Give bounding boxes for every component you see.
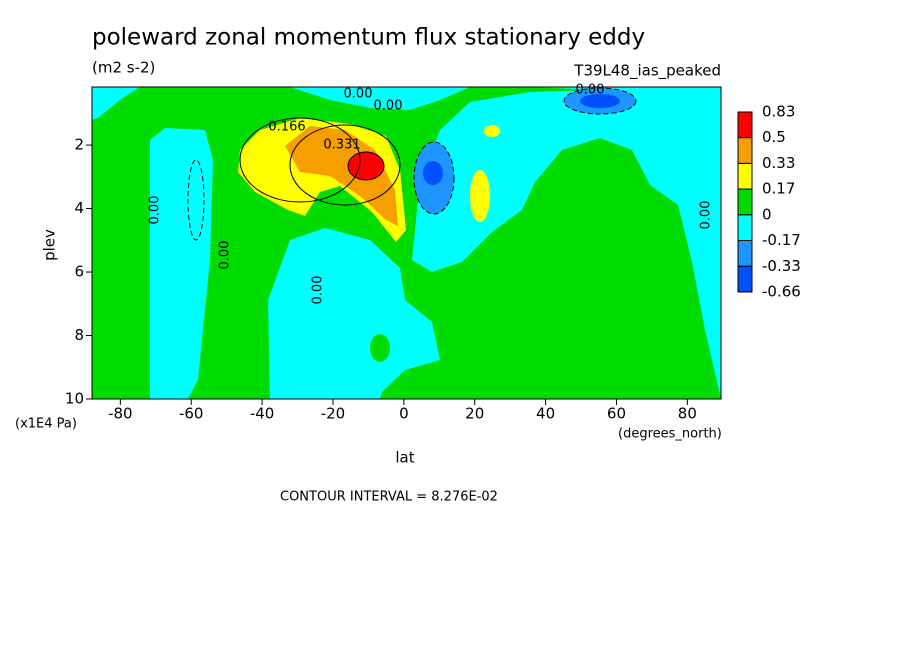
contour-fill [370,334,390,362]
contour-fill [470,170,490,222]
y-units: (x1E4 Pa) [15,417,77,432]
colorbar-label: 0.33 [762,154,795,172]
contour-label: 0.00 [311,276,326,305]
x-tick-label: -40 [250,405,275,423]
contour-fill [290,87,470,110]
x-tick-label: -80 [108,405,133,423]
fills [92,87,721,399]
units: (m2 s-2) [92,59,155,77]
colorbar-box [737,111,753,139]
contour-fill [423,161,443,185]
y-tick-label: 2 [74,136,84,154]
chart-title: poleward zonal momentum flux stationary … [92,25,645,51]
y-tick-label: 8 [74,326,84,344]
contour-fill [92,87,140,120]
y-tick-label: 4 [74,199,84,217]
colorbar-box [737,137,753,164]
x-tick-label: 20 [465,405,484,423]
contour-label: 0.00 [699,201,714,230]
contour-line [413,141,455,215]
contour-label: 0.00 [218,241,233,270]
contour-fill [268,228,440,399]
contour-label: 0.00 [374,99,403,114]
plot-frame [91,86,722,400]
contour-fill [484,125,500,137]
contour-label: 0.331 [323,138,360,153]
x-tick-label: 80 [678,405,697,423]
colorbar-label: -0.33 [762,257,801,275]
x-axis-label: lat [395,449,414,467]
contour-label: 0.00 [576,83,605,98]
colorbar-box [737,214,753,242]
x-tick-label: 40 [536,405,555,423]
x-tick-label: 0 [399,405,409,423]
subtitle: T39L48_ias_peaked [573,62,721,81]
colorbar-label: 0.5 [762,128,786,146]
colorbar-label: 0 [762,205,772,223]
contour-line [239,117,361,203]
x-tick-label: -20 [321,405,346,423]
x-units: (degrees_north) [618,427,722,442]
y-tick-label: 10 [65,390,84,408]
contour-label: 0.166 [268,120,305,135]
colorbar-box [737,162,753,190]
contour-fill [412,90,721,399]
y-tick-label: 6 [74,263,84,281]
contour-fill [530,87,721,110]
contour-line [289,124,401,206]
contour-line [563,87,637,115]
colorbar-box [737,240,753,267]
colorbar-label: 0.17 [762,180,795,198]
colorbar-label: 0.83 [762,103,795,121]
contour-fill [580,94,620,108]
contour-field [91,86,722,400]
contour-line [187,159,205,241]
contour-line [347,151,385,181]
contour-fill [673,146,683,190]
note: CONTOUR INTERVAL = 8.276E-02 [280,490,498,505]
y-axis-label: plev [41,229,59,261]
contour-label: 0.00 [148,196,163,225]
x-tick-label: -60 [179,405,204,423]
x-tick-label: 60 [607,405,626,423]
colorbar-label: -0.66 [762,283,801,301]
colorbar-box [737,265,753,293]
contour-label: 0.00 [344,87,373,102]
colorbar-box [737,188,753,216]
colorbar-label: -0.17 [762,231,801,249]
contour-fill [150,128,213,399]
